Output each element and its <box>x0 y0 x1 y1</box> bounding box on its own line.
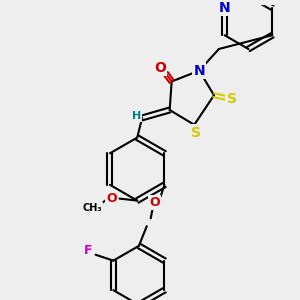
Text: N: N <box>194 64 205 78</box>
Text: H: H <box>132 111 141 121</box>
Text: O: O <box>106 192 117 205</box>
Text: S: S <box>191 126 201 140</box>
Text: CH₃: CH₃ <box>82 203 102 214</box>
Text: O: O <box>154 61 166 75</box>
Text: F: F <box>83 244 92 257</box>
Text: O: O <box>149 196 160 209</box>
Text: S: S <box>227 92 237 106</box>
Text: N: N <box>219 1 230 15</box>
